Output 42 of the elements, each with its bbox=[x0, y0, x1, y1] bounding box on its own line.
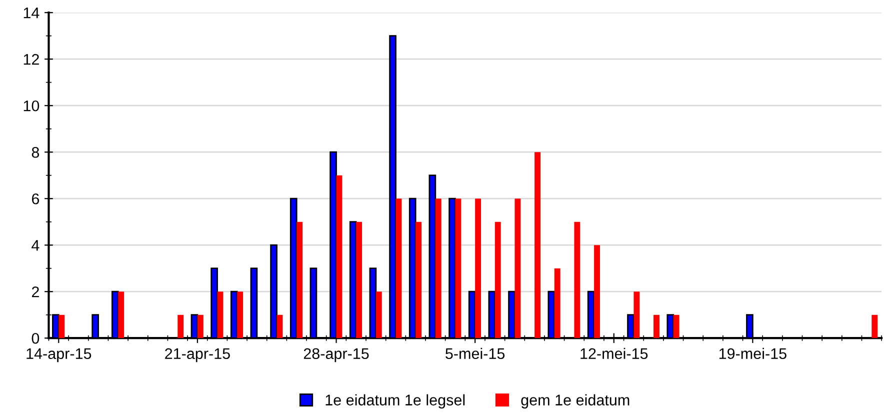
y-tick-label: 12 bbox=[24, 54, 39, 65]
y-tick-label: 6 bbox=[32, 193, 40, 204]
bar bbox=[118, 292, 124, 338]
bar bbox=[514, 198, 521, 338]
y-tick-label: 2 bbox=[32, 286, 39, 298]
y-tick-label: 10 bbox=[24, 100, 40, 112]
y-tick-label: 14 bbox=[24, 8, 40, 18]
x-tick-label: 14-apr-15 bbox=[26, 348, 92, 362]
bar bbox=[654, 314, 660, 338]
bar bbox=[376, 292, 382, 338]
bar bbox=[416, 222, 422, 338]
bar bbox=[435, 198, 442, 338]
x-tick-label: 28-apr-15 bbox=[304, 348, 369, 362]
bar bbox=[534, 152, 540, 338]
x-tick-label: 19-mei-15 bbox=[719, 348, 786, 360]
x-tick-label: 21-apr-15 bbox=[165, 348, 230, 362]
legend-label: gem 1e eidatum bbox=[521, 394, 630, 408]
bar bbox=[494, 222, 501, 338]
x-tick-label: 5-mei-15 bbox=[446, 348, 505, 360]
bar bbox=[574, 222, 580, 338]
bar bbox=[237, 292, 244, 338]
y-tick-label: 8 bbox=[32, 146, 40, 158]
bar bbox=[197, 314, 204, 338]
bar bbox=[475, 198, 482, 338]
bar bbox=[872, 314, 878, 338]
bar bbox=[276, 314, 283, 338]
bar bbox=[396, 198, 402, 338]
bar bbox=[455, 198, 462, 338]
bar bbox=[673, 314, 680, 338]
x-tick-label: 12-mei-15 bbox=[580, 348, 648, 360]
y-tick-label: 4 bbox=[32, 240, 40, 251]
bar bbox=[178, 314, 184, 338]
bar bbox=[634, 292, 640, 338]
bar bbox=[356, 222, 362, 338]
y-tick-label: 0 bbox=[32, 332, 40, 344]
bar bbox=[336, 175, 342, 338]
bar bbox=[58, 314, 65, 338]
legend-label: 1e eidatum 1e legsel bbox=[326, 394, 465, 408]
bar bbox=[296, 222, 303, 338]
bar bbox=[554, 268, 560, 338]
bar bbox=[594, 245, 600, 338]
bar bbox=[217, 292, 224, 338]
